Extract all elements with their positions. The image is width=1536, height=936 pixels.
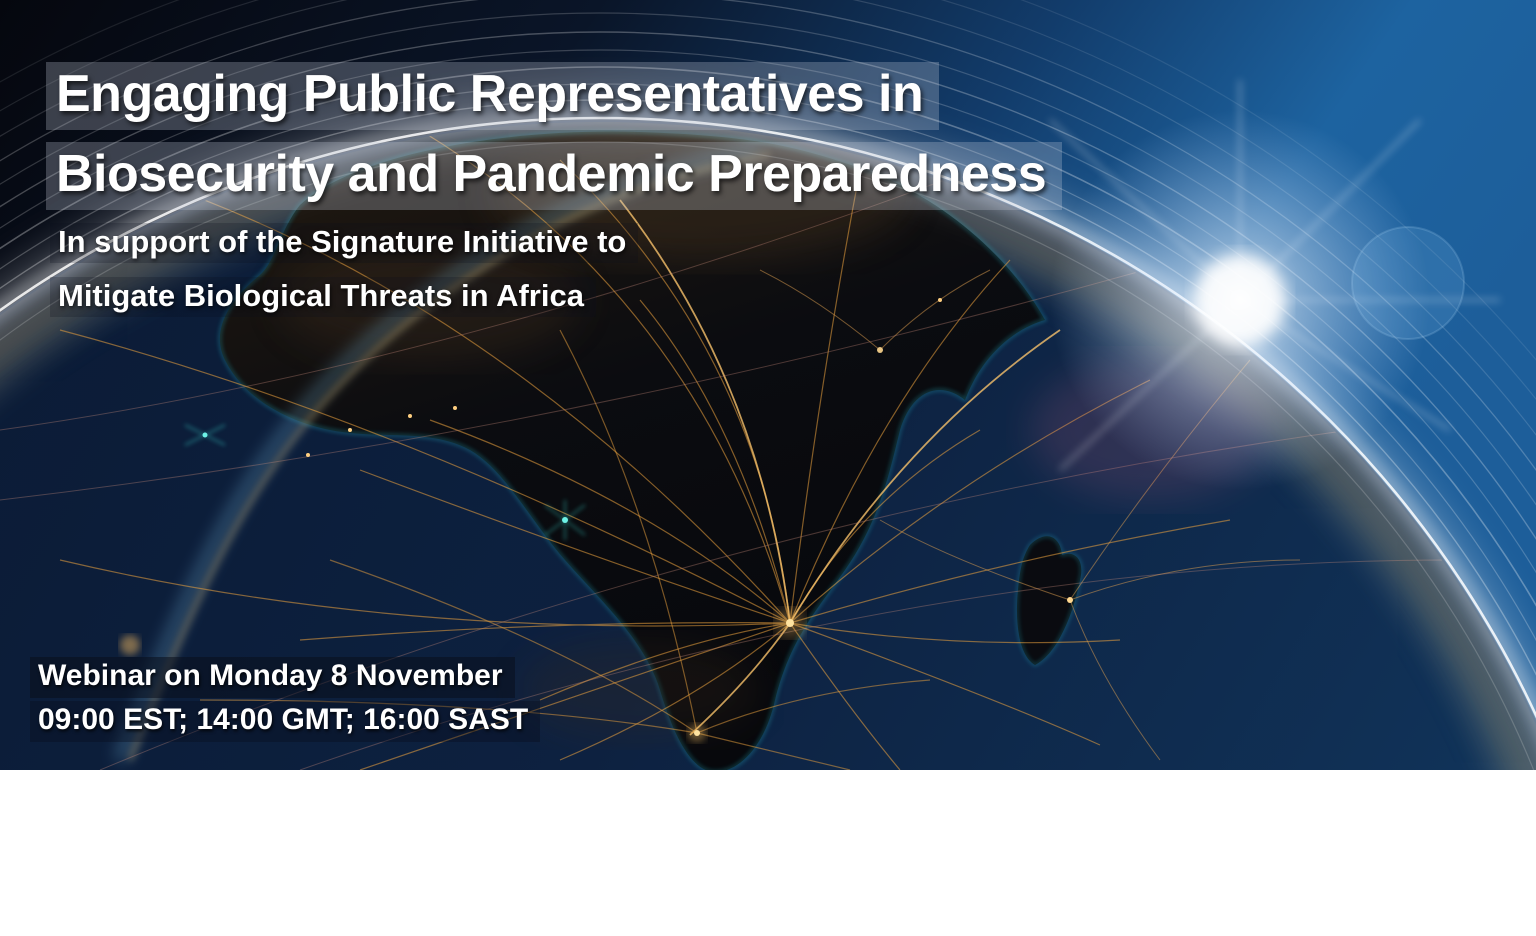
partner-logos-bar: African Union AFRICA CDC Centres for Dis… <box>0 770 1536 936</box>
event-date-line: Webinar on Monday 8 November <box>30 657 515 698</box>
subtitle-line-1: In support of the Signature Initiative t… <box>50 223 639 263</box>
event-time-line: 09:00 EST; 14:00 GMT; 16:00 SAST <box>30 701 541 742</box>
title-line-2: Biosecurity and Pandemic Preparedness <box>46 142 1063 210</box>
globe-network-background-image <box>0 0 1536 770</box>
subtitle-line-2: Mitigate Biological Threats in Africa <box>50 277 596 317</box>
title-line-1: Engaging Public Representatives in <box>46 62 940 130</box>
